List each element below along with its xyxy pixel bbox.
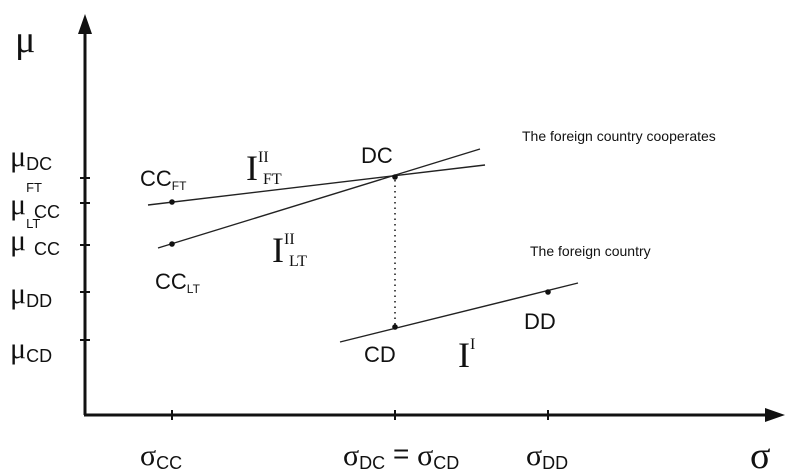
axes [78,14,785,422]
curve-label-i2-ft: III FT [246,148,282,188]
annotation-foreign-country: The foreign country [530,243,651,259]
x-axis-symbol: σ [750,435,770,473]
x-tick-label-dd: σDD [526,439,568,473]
x-tick-marks [171,410,549,420]
point-cc-lt [169,241,175,247]
curve-i2-lt [157,148,481,249]
y-tick-label-dc: μDC [10,140,52,174]
point-labels: CCFT CCLT DC CD DD [140,143,556,367]
annotation-cooperates: The foreign country cooperates [522,128,716,144]
y-tick-label-cd: μCD [10,332,52,366]
x-axis-arrowhead [765,408,785,422]
curve-i1 [339,282,579,343]
point-cd [392,324,398,330]
point-label-cd: CD [364,342,396,367]
y-axis-symbol: μ [15,19,35,61]
y-tick-label-dd: μDD [10,277,52,311]
curve-labels: III FT III LT II [246,148,475,375]
curve-i2-ft [147,164,486,206]
x-tick-labels: σCC σDC = σCD σDD [140,438,568,473]
curves [147,148,579,343]
x-tick-label-dc-cd: σDC = σCD [343,438,459,473]
point-label-cc-ft: CCFT [140,166,187,193]
point-dd [545,289,551,295]
y-tick-marks [80,177,90,341]
y-tick-labels: μDC μFT CC μLT CC μDD μCD [10,140,60,366]
point-label-dd: DD [524,309,556,334]
point-label-dc: DC [361,143,393,168]
point-cc-ft [169,199,175,205]
curve-label-i1: II [458,335,475,375]
x-tick-label-cc: σCC [140,439,182,473]
point-label-cc-lt: CCLT [155,269,201,296]
curve-label-i2-lt: III LT [272,230,307,270]
point-dc [392,174,398,180]
y-axis-arrowhead [78,14,92,34]
y-tick-label-cc-ft: μFT CC [10,180,60,222]
points [169,174,551,330]
y-tick-label-cc-lt: μLT CC [10,216,60,259]
